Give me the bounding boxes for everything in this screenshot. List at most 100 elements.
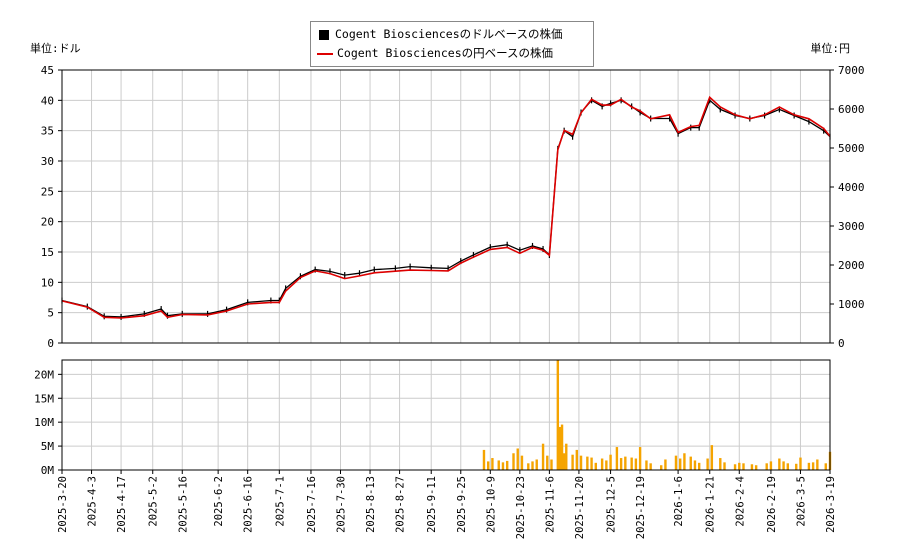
x-tick-label: 2025-11-20: [574, 476, 586, 539]
volume-bar: [778, 458, 781, 470]
x-tick-label: 2025-6-2: [213, 476, 225, 527]
left-tick-label: 30: [41, 155, 54, 168]
volume-bar: [541, 443, 545, 470]
left-tick-label: 15: [41, 246, 54, 259]
x-tick-label: 2025-4-17: [116, 476, 128, 533]
volume-bar: [674, 455, 678, 470]
left-axis-unit-label: 単位:ドル: [30, 42, 81, 55]
left-tick-label: 20: [41, 216, 54, 229]
left-tick-label: 45: [41, 64, 54, 77]
legend-label-usd: Cogent Biosciencesのドルベースの株価: [335, 27, 563, 41]
volume-bar: [664, 459, 667, 470]
volume-tick-label: 20M: [34, 368, 54, 381]
volume-bar: [750, 464, 754, 470]
upper-grid: [61, 69, 831, 344]
left-tick-label: 35: [41, 125, 54, 138]
x-tick-label: 2025-9-11: [426, 476, 438, 533]
volume-bar: [482, 449, 486, 470]
volume-plot-frame: [61, 359, 831, 471]
volume-bar: [719, 458, 722, 470]
volume-bar: [512, 453, 515, 470]
volume-bar: [560, 424, 564, 470]
volume-bar: [638, 447, 642, 470]
volume-bar: [710, 445, 714, 470]
volume-bar: [501, 462, 505, 470]
volume-bar: [683, 453, 686, 470]
volume-bar: [624, 456, 627, 470]
x-tick-label: 2025-7-30: [336, 476, 348, 533]
volume-bar: [491, 458, 494, 470]
right-axis-unit-label: 単位:円: [810, 42, 850, 55]
legend-item-jpy: Cogent Biosciencesの円ベースの株価: [317, 44, 553, 62]
volume-bar: [816, 459, 819, 470]
volume-bar: [556, 360, 560, 470]
volume-bar: [645, 460, 648, 470]
volume-bar: [531, 461, 534, 470]
right-tick-label: 4000: [838, 181, 865, 194]
volume-bar: [550, 459, 553, 470]
volume-bar: [594, 462, 598, 470]
x-tick-label: 2026-2-4: [734, 476, 746, 527]
volume-bar: [649, 463, 652, 470]
right-tick-label: 6000: [838, 103, 865, 116]
volume-bar: [697, 462, 701, 470]
x-tick-label: 2025-8-13: [365, 476, 377, 533]
x-tick-label: 2026-1-6: [673, 476, 685, 527]
volume-bar: [733, 464, 737, 470]
right-tick-label: 3000: [838, 220, 865, 233]
volume-bar: [769, 461, 773, 470]
right-axis-ticks: 0 1000 2000 3000 4000 5000 6000 7000: [830, 64, 865, 350]
volume-bar: [565, 443, 568, 470]
volume-bar: [689, 456, 692, 470]
left-tick-label: 40: [41, 94, 54, 107]
lower-grid: [61, 360, 831, 471]
volume-bar: [660, 465, 663, 470]
x-tick-label: 2025-7-1: [274, 476, 286, 527]
volume-bar: [786, 463, 790, 470]
right-tick-label: 0: [838, 337, 845, 350]
volume-bar: [799, 457, 802, 470]
x-tick-label: 2025-9-25: [456, 476, 468, 533]
x-axis-ticks: 2025-3-20 2025-4-3 2025-4-17 2025-5-2 2025-5…: [57, 470, 837, 539]
volume-bar: [795, 463, 798, 470]
volume-bar: [605, 460, 608, 470]
volume-bar: [575, 449, 579, 470]
volume-bar: [706, 458, 709, 470]
volume-tick-label: 15M: [34, 392, 54, 405]
left-tick-label: 25: [41, 185, 54, 198]
volume-bar: [693, 460, 697, 470]
volume-bar: [615, 447, 619, 470]
x-tick-label: 2026-2-19: [766, 476, 778, 533]
volume-bar: [782, 461, 785, 470]
x-tick-label: 2025-4-3: [87, 476, 99, 527]
volume-bar: [811, 462, 815, 470]
x-tick-label: 2025-8-27: [395, 476, 407, 533]
volume-bar: [678, 458, 682, 470]
volume-bar: [600, 458, 604, 470]
volume-bar: [486, 461, 490, 470]
volume-bar: [630, 457, 633, 470]
volume-bar: [546, 455, 549, 470]
volume-bar: [586, 456, 589, 470]
x-tick-label: 2025-5-16: [177, 476, 189, 533]
x-tick-label: 2026-3-5: [795, 476, 807, 527]
volume-bar: [562, 453, 566, 470]
volume-bar: [754, 465, 758, 470]
volume-bar: [571, 454, 574, 470]
volume-bar: [738, 462, 741, 470]
usd-price-line: [61, 99, 831, 318]
price-plot-frame: [61, 69, 831, 344]
volume-bar: [590, 457, 593, 470]
volume-bar: [807, 462, 811, 470]
volume-bars-layer: [482, 360, 832, 470]
x-tick-label: 2025-11-6: [544, 476, 556, 533]
volume-tick-label: 10M: [34, 416, 54, 429]
x-tick-label: 2025-10-23: [515, 476, 527, 539]
volume-bar: [765, 463, 768, 470]
x-tick-label: 2025-7-16: [306, 476, 318, 533]
volume-bar: [619, 458, 623, 470]
volume-tick-label: 0M: [41, 464, 55, 477]
volume-bar: [742, 463, 745, 470]
x-tick-label: 2025-10-9: [485, 476, 497, 533]
